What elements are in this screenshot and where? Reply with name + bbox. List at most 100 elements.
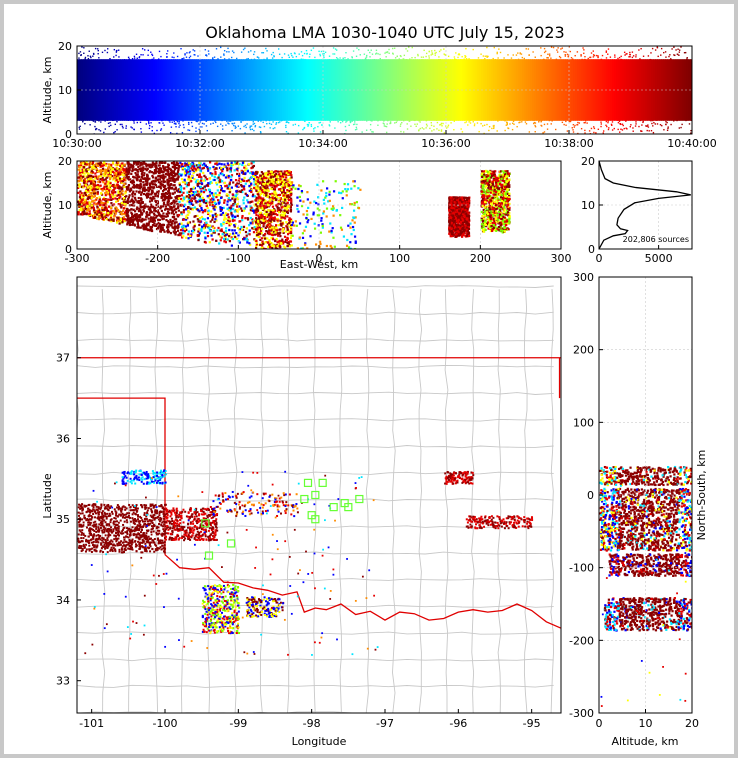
- east-west-point: [173, 206, 175, 208]
- time-height-point: [614, 54, 615, 55]
- east-west-point: [149, 184, 151, 186]
- east-west-point: [273, 191, 275, 193]
- time-height-point: [317, 126, 318, 127]
- east-west-point: [272, 209, 274, 211]
- time-height-point: [479, 119, 480, 120]
- time-height-point: [336, 57, 337, 58]
- time-height-point: [422, 127, 423, 128]
- time-height-point: [116, 51, 117, 52]
- east-west-point: [235, 190, 237, 192]
- east-west-point: [266, 237, 268, 239]
- east-west-point: [249, 233, 251, 235]
- east-west-point: [261, 177, 263, 179]
- east-west-point: [101, 179, 103, 181]
- time-height-point: [677, 54, 678, 55]
- east-west-point: [213, 230, 215, 232]
- east-west-point: [353, 185, 355, 187]
- east-west-point: [266, 180, 268, 182]
- time-height-point: [640, 48, 641, 49]
- time-height-point: [632, 57, 633, 58]
- time-height-point: [513, 54, 514, 55]
- east-west-point: [81, 192, 83, 194]
- east-west-point: [86, 206, 88, 208]
- east-west-point: [203, 227, 205, 229]
- east-west-point: [139, 216, 141, 218]
- time-height-point: [408, 46, 409, 47]
- east-west-point: [149, 212, 151, 214]
- east-west-point: [297, 211, 299, 213]
- east-west-point: [80, 208, 82, 210]
- east-west-point: [78, 166, 80, 168]
- east-west-point: [105, 194, 107, 196]
- time-height-point: [324, 119, 325, 120]
- east-west-point: [112, 196, 114, 198]
- east-west-point: [144, 163, 146, 165]
- east-west-point: [257, 234, 259, 236]
- time-height-point: [572, 129, 573, 130]
- time-height-point: [147, 120, 148, 121]
- time-height-point: [458, 53, 459, 54]
- east-west-point: [112, 210, 114, 212]
- east-west-point: [243, 197, 245, 199]
- time-height-point: [653, 132, 654, 133]
- east-west-point: [326, 245, 328, 247]
- east-west-point: [116, 221, 118, 223]
- east-west-point: [201, 167, 203, 169]
- east-west-point: [275, 227, 277, 229]
- time-height-point: [418, 120, 419, 121]
- time-height-point: [357, 119, 358, 120]
- east-west-point: [287, 179, 289, 181]
- east-west-point: [261, 189, 263, 191]
- time-height-point: [81, 46, 82, 47]
- east-west-point: [109, 196, 111, 198]
- time-height-point: [519, 121, 520, 122]
- east-west-point: [168, 231, 170, 233]
- east-west-point: [320, 220, 322, 222]
- east-west-point: [240, 191, 242, 193]
- east-west-point: [185, 208, 187, 210]
- east-west-point: [226, 169, 228, 171]
- east-west-point: [200, 186, 202, 188]
- east-west-point: [224, 199, 226, 201]
- east-west-point: [279, 245, 281, 247]
- time-height-point: [226, 51, 227, 52]
- time-height-point: [448, 125, 449, 126]
- east-west-point: [354, 222, 356, 224]
- time-height-point: [593, 56, 594, 57]
- time-height-point: [160, 130, 161, 131]
- time-height-point: [610, 56, 611, 57]
- time-height-point: [159, 51, 160, 52]
- time-height-point: [423, 128, 424, 129]
- time-height-point: [259, 126, 260, 127]
- east-west-point: [267, 201, 269, 203]
- east-west-point: [209, 167, 211, 169]
- east-west-point: [269, 246, 271, 248]
- time-height-point: [371, 50, 372, 51]
- east-west-point: [265, 192, 267, 194]
- time-height-point: [593, 50, 594, 51]
- east-west-point: [283, 201, 285, 203]
- time-height-point: [689, 123, 690, 124]
- east-west-point: [177, 170, 179, 172]
- east-west-point: [151, 200, 153, 202]
- east-west-point: [98, 201, 100, 203]
- east-west-point: [153, 207, 155, 209]
- east-west-point: [143, 210, 145, 212]
- east-west-point: [143, 184, 145, 186]
- time-height-point: [161, 120, 162, 121]
- time-height-point: [571, 57, 572, 58]
- east-west-point: [93, 196, 95, 198]
- time-tick-label: 10:36:00: [421, 137, 470, 150]
- east-west-point: [180, 189, 182, 191]
- time-height-point: [476, 119, 477, 120]
- east-west-point: [236, 206, 238, 208]
- east-west-point: [138, 200, 140, 202]
- east-west-point: [137, 173, 139, 175]
- time-height-point: [567, 130, 568, 131]
- east-west-point: [320, 217, 322, 219]
- east-west-point: [80, 163, 82, 165]
- east-west-point: [139, 190, 141, 192]
- time-height-point: [83, 47, 84, 48]
- east-west-point: [138, 176, 140, 178]
- east-west-point: [272, 206, 274, 208]
